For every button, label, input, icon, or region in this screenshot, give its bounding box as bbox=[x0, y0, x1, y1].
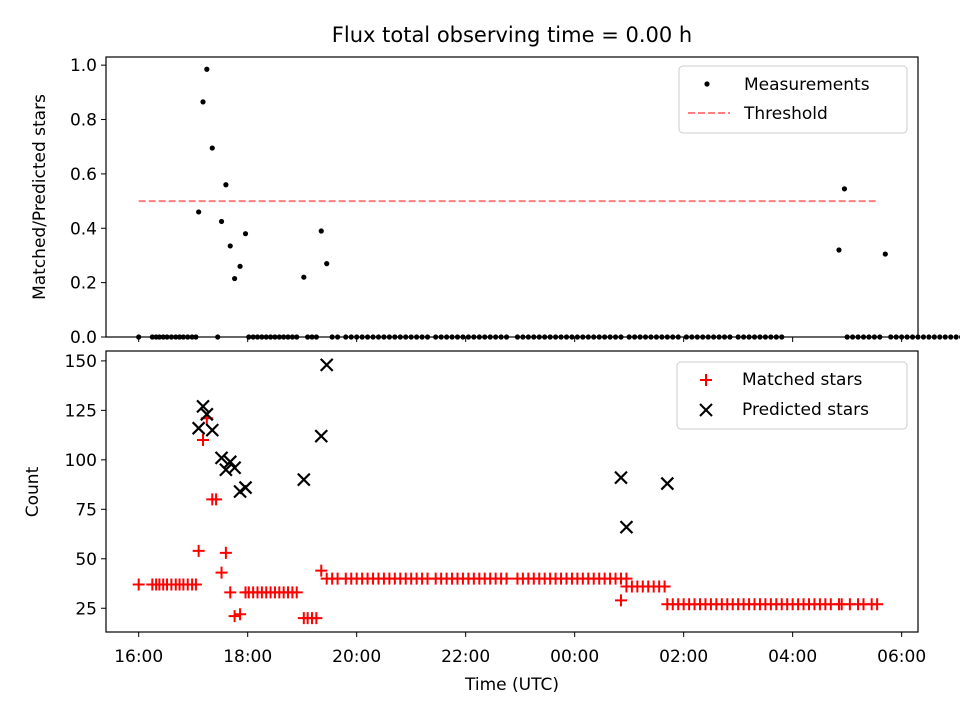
chart-title: Flux total observing time = 0.00 h bbox=[332, 23, 692, 47]
x-tick-label: 00:00 bbox=[550, 647, 599, 667]
measurement-point bbox=[227, 243, 233, 249]
bottom-y-tick-label: 25 bbox=[75, 599, 97, 619]
top-y-tick-label: 0.8 bbox=[70, 111, 97, 131]
top-y-tick-label: 0.6 bbox=[70, 165, 97, 185]
top-legend: Measurements Threshold bbox=[678, 65, 908, 134]
top-axes-frame bbox=[105, 56, 919, 338]
x-tick-label: 06:00 bbox=[877, 647, 926, 667]
measurement-point bbox=[324, 261, 330, 267]
bottom-plot-area bbox=[132, 358, 884, 625]
top-legend-box bbox=[678, 65, 908, 134]
matched-star-point bbox=[210, 493, 223, 506]
matched-star-point bbox=[192, 544, 205, 557]
measurement-point bbox=[937, 334, 943, 340]
x-tick-label: 04:00 bbox=[768, 647, 817, 667]
matched-star-point bbox=[215, 566, 228, 579]
predicted-star-point bbox=[196, 399, 210, 414]
measurement-point bbox=[942, 334, 948, 340]
matched-star-point bbox=[614, 594, 627, 607]
measurement-point bbox=[920, 334, 927, 340]
predicted-star-point bbox=[319, 358, 334, 372]
top-y-tick-label: 0.2 bbox=[70, 274, 97, 294]
bottom-y-tick-label: 50 bbox=[75, 550, 97, 570]
x-tick-label: 02:00 bbox=[659, 647, 708, 667]
matched-star-point bbox=[315, 564, 328, 577]
bottom-x-axis: 16:00 18:00 20:00 22:00 00:00 02:00 04:00 06:00 bbox=[114, 632, 926, 667]
x-tick-label: 20:00 bbox=[332, 647, 381, 667]
predicted-star-point bbox=[619, 520, 634, 534]
top-x-ticks bbox=[138, 337, 903, 342]
bottom-y-tick-label: 75 bbox=[75, 500, 97, 520]
matched-star-point bbox=[228, 610, 241, 623]
predicted-star-point bbox=[223, 455, 238, 469]
predicted-star-point bbox=[191, 421, 206, 435]
x-axis-label: Time (UTC) bbox=[464, 675, 559, 695]
matched-star-point bbox=[132, 578, 145, 591]
predicted-star-point bbox=[200, 407, 214, 422]
measurement-point bbox=[200, 99, 206, 105]
predicted-star-point bbox=[214, 451, 229, 465]
legend-measurements-label: Measurements bbox=[744, 75, 870, 95]
measurement-point bbox=[237, 263, 243, 269]
bottom-y-label: Count bbox=[23, 466, 43, 517]
matched-star-point bbox=[500, 572, 513, 585]
x-tick-label: 22:00 bbox=[441, 647, 490, 667]
measurement-point bbox=[204, 66, 210, 72]
bottom-legend-box bbox=[676, 361, 908, 430]
predicted-star-point bbox=[314, 429, 329, 443]
legend-predicted-label: Predicted stars bbox=[742, 400, 869, 420]
matched-star-point bbox=[234, 608, 247, 621]
bottom-y-tick-label: 125 bbox=[65, 401, 97, 421]
predicted-star-point bbox=[238, 480, 253, 495]
top-y-tick-label: 0.4 bbox=[70, 219, 97, 239]
legend-matched-label: Matched stars bbox=[742, 370, 862, 390]
top-panel: Matched/Predicted stars 0.0 0.2 0.4 0.6 0.8 1… bbox=[30, 56, 960, 348]
measurement-point bbox=[953, 334, 959, 340]
legend-measurement-marker bbox=[704, 81, 710, 87]
bottom-y-axis: 25 50 75 100 125 150 bbox=[65, 352, 106, 619]
top-y-tick-label: 1.0 bbox=[70, 56, 97, 76]
measurement-point bbox=[218, 218, 225, 225]
measurement-point bbox=[196, 209, 202, 215]
measurement-point bbox=[841, 186, 848, 192]
measurement-point bbox=[948, 334, 954, 340]
matched-star-point bbox=[871, 598, 884, 611]
top-y-axis: 0.0 0.2 0.4 0.6 0.8 1.0 bbox=[70, 56, 106, 348]
measurement-point bbox=[318, 228, 324, 234]
measurement-point bbox=[926, 334, 932, 340]
matched-star-point bbox=[290, 586, 303, 599]
bottom-panel: Count 25 50 75 100 125 150 16:00 18:00 20:00 22:… bbox=[23, 350, 926, 695]
x-tick-label: 18:00 bbox=[223, 647, 272, 667]
measurement-point bbox=[242, 231, 249, 237]
bottom-y-tick-label: 150 bbox=[65, 352, 97, 372]
measurement-point bbox=[209, 145, 215, 151]
legend-matched-marker bbox=[700, 374, 712, 386]
predicted-star-point bbox=[205, 423, 220, 437]
legend-predicted-marker bbox=[699, 403, 713, 417]
top-y-tick-label: 0.0 bbox=[70, 328, 97, 348]
predicted-star-point bbox=[227, 460, 242, 475]
predicted-star-point bbox=[660, 476, 675, 491]
bottom-y-tick-label: 100 bbox=[65, 451, 97, 471]
predicted-star-point bbox=[297, 472, 311, 487]
predicted-star-point bbox=[614, 470, 628, 485]
matched-star-point bbox=[658, 580, 671, 593]
matched-star-point bbox=[310, 612, 323, 625]
matched-star-point bbox=[219, 546, 232, 559]
measurement-point bbox=[223, 182, 229, 188]
measurement-point bbox=[836, 247, 842, 253]
measurement-point bbox=[301, 274, 307, 280]
matched-star-point bbox=[224, 586, 237, 599]
measurement-point bbox=[931, 334, 937, 340]
bottom-legend: Matched stars Predicted stars bbox=[676, 361, 908, 430]
legend-threshold-label: Threshold bbox=[743, 104, 828, 124]
x-tick-label: 16:00 bbox=[114, 647, 163, 667]
matched-star-point bbox=[189, 578, 202, 591]
matched-star-point bbox=[197, 434, 210, 447]
measurement-point bbox=[232, 275, 238, 282]
bottom-axes-frame bbox=[105, 350, 919, 633]
measurement-point bbox=[882, 251, 888, 257]
top-y-label: Matched/Predicted stars bbox=[30, 94, 50, 300]
